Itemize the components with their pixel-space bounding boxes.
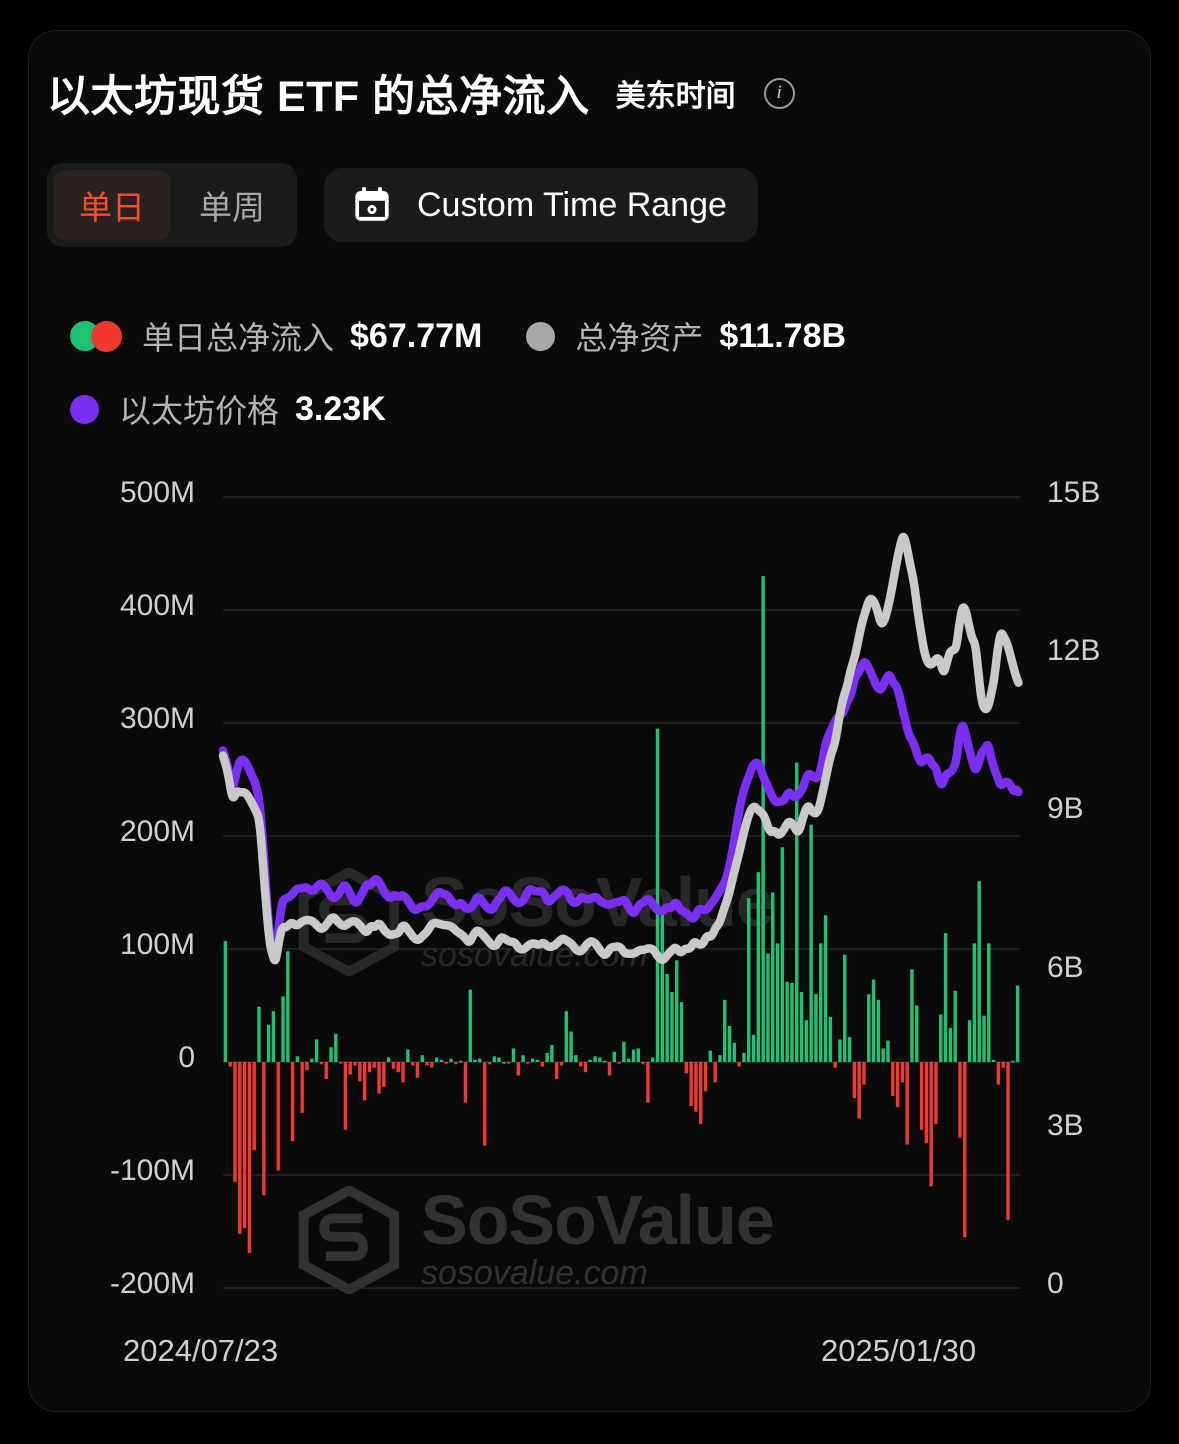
legend-value-eth-price: 3.23K <box>295 389 386 428</box>
legend-label-net-assets: 总净资产 <box>575 320 704 356</box>
legend-item-net-flow[interactable]: 单日总净流入 $67.77M <box>70 313 482 359</box>
flow-dual-dot-icon <box>70 321 122 352</box>
title-row: 以太坊现货 ETF 的总净流入 美东时间 i <box>47 62 795 124</box>
y-axis-tick-label: 500M <box>119 476 195 509</box>
watermark-upper: SoSoValue sosovalue.com <box>295 863 775 976</box>
x-axis-end-label: 2025/01/30 <box>821 1333 977 1368</box>
watermark-text-upper: SoSoValue sosovalue.com <box>421 863 775 975</box>
legend-row-price: 以太坊价格 3.23K <box>70 386 846 432</box>
y-axis-tick-label: -200M <box>109 1267 195 1300</box>
y2-axis-tick-label: 12B <box>1047 634 1101 668</box>
info-icon[interactable]: i <box>763 77 795 109</box>
y2-axis-tick-label: 0 <box>1047 1267 1064 1300</box>
legend-row-primary: 单日总净流入 $67.77M 总净资产 $11.78B <box>70 313 846 359</box>
y2-axis-tick-label: 6B <box>1047 950 1084 984</box>
legend-item-eth-price[interactable]: 以太坊价格 3.23K <box>70 386 386 432</box>
y-axis-tick-label: 200M <box>119 815 195 848</box>
legend-value-net-flow: $67.77M <box>350 316 483 355</box>
tab-weekly[interactable]: 单周 <box>199 189 265 226</box>
net-assets-dot-icon <box>526 321 556 351</box>
y-axis-tick-label: 100M <box>119 928 195 961</box>
tab-daily[interactable]: 单日 <box>54 170 170 240</box>
legend-label-eth-price: 以太坊价格 <box>119 393 280 429</box>
y-axis-tick-label: -100M <box>109 1154 195 1187</box>
sosovalue-logo-icon <box>298 868 400 976</box>
y-axis-tick-label: 0 <box>178 1041 195 1074</box>
interval-segmented-control[interactable]: 单日 单周 <box>47 163 297 247</box>
eth-price-dot-icon <box>70 394 99 424</box>
calendar-icon <box>355 186 389 221</box>
watermark-brand: SoSoValue <box>421 863 775 942</box>
y2-axis-tick-label: 3B <box>1047 1108 1084 1142</box>
watermark-domain: sosovalue.com <box>421 935 648 974</box>
custom-time-range-button[interactable]: Custom Time Range <box>324 168 758 242</box>
watermark-brand: SoSoValue <box>421 1181 775 1260</box>
timezone-label: 美东时间 <box>615 80 736 113</box>
chart-legend: 单日总净流入 $67.77M 总净资产 $11.78B 以太坊价格 3.23K <box>70 313 846 432</box>
legend-label-net-flow: 单日总净流入 <box>142 320 335 356</box>
watermark-domain: sosovalue.com <box>421 1253 648 1292</box>
watermark-text-lower: SoSoValue sosovalue.com <box>421 1181 775 1293</box>
y2-axis-tick-label: 15B <box>1047 476 1101 509</box>
y-axis-tick-label: 400M <box>119 589 195 622</box>
watermark-lower: SoSoValue sosovalue.com <box>295 1181 775 1294</box>
legend-value-net-assets: $11.78B <box>719 316 847 355</box>
legend-item-net-assets[interactable]: 总净资产 $11.78B <box>482 313 846 359</box>
custom-time-range-label: Custom Time Range <box>417 185 727 224</box>
sosovalue-logo-icon <box>298 1186 400 1294</box>
controls-row: 单日 单周 Custom Time Range <box>47 163 758 247</box>
y-axis-tick-label: 300M <box>119 702 195 735</box>
x-axis-start-label: 2024/07/23 <box>123 1333 279 1368</box>
y2-axis-tick-label: 9B <box>1047 792 1084 826</box>
page-title: 以太坊现货 ETF 的总净流入 <box>47 73 590 121</box>
